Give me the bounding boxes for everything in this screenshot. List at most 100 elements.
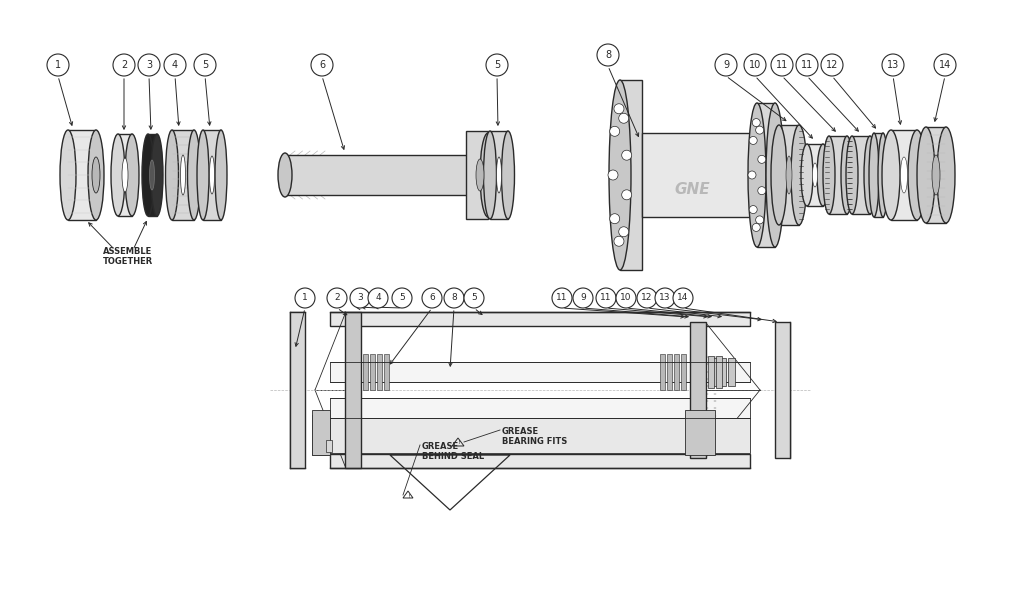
Circle shape xyxy=(622,150,632,160)
Ellipse shape xyxy=(180,155,185,195)
Bar xyxy=(312,410,330,455)
Ellipse shape xyxy=(150,160,155,190)
Bar xyxy=(660,354,665,390)
Circle shape xyxy=(934,54,956,76)
Text: GNE: GNE xyxy=(674,182,710,197)
Circle shape xyxy=(113,54,135,76)
Bar xyxy=(719,358,726,386)
Ellipse shape xyxy=(142,134,154,216)
Text: 3: 3 xyxy=(146,60,152,70)
Circle shape xyxy=(756,126,764,134)
Circle shape xyxy=(138,54,160,76)
Text: 5: 5 xyxy=(202,60,208,70)
Ellipse shape xyxy=(878,133,888,217)
Text: 1: 1 xyxy=(302,293,308,303)
Text: GREASE
BEARING FITS: GREASE BEARING FITS xyxy=(502,427,567,446)
Circle shape xyxy=(422,288,442,308)
Ellipse shape xyxy=(900,157,907,193)
Text: 4: 4 xyxy=(172,60,178,70)
Circle shape xyxy=(753,119,760,126)
Circle shape xyxy=(194,54,216,76)
Ellipse shape xyxy=(823,136,835,214)
Text: ASSEMBLE
TOGETHER: ASSEMBLE TOGETHER xyxy=(102,247,154,266)
Circle shape xyxy=(758,187,766,195)
Circle shape xyxy=(616,288,636,308)
Circle shape xyxy=(552,288,572,308)
Bar xyxy=(779,125,799,225)
Text: 9: 9 xyxy=(723,60,729,70)
Text: 11: 11 xyxy=(776,60,788,70)
Ellipse shape xyxy=(918,127,935,223)
Bar xyxy=(807,144,823,206)
Bar xyxy=(674,354,679,390)
Ellipse shape xyxy=(869,133,879,217)
Bar xyxy=(312,415,330,455)
Bar xyxy=(330,362,750,382)
Circle shape xyxy=(464,288,484,308)
Text: 11: 11 xyxy=(801,60,813,70)
Ellipse shape xyxy=(111,134,125,216)
Circle shape xyxy=(771,54,793,76)
Ellipse shape xyxy=(187,130,201,220)
Bar xyxy=(285,155,470,195)
Circle shape xyxy=(295,288,315,308)
Circle shape xyxy=(597,44,618,66)
Circle shape xyxy=(350,288,370,308)
Bar xyxy=(852,136,870,214)
Ellipse shape xyxy=(908,130,926,220)
Circle shape xyxy=(821,54,843,76)
Ellipse shape xyxy=(502,131,514,219)
Text: 10: 10 xyxy=(749,60,761,70)
Text: 5: 5 xyxy=(494,60,500,70)
Circle shape xyxy=(609,214,620,224)
Circle shape xyxy=(655,288,675,308)
Circle shape xyxy=(164,54,186,76)
Bar xyxy=(728,358,735,386)
Bar xyxy=(362,354,368,390)
Bar xyxy=(68,130,96,220)
Ellipse shape xyxy=(476,159,484,191)
Text: !: ! xyxy=(457,440,460,445)
Text: 5: 5 xyxy=(471,293,477,303)
Bar xyxy=(172,130,194,220)
Text: 12: 12 xyxy=(641,293,652,303)
Circle shape xyxy=(882,54,904,76)
Bar xyxy=(345,312,361,468)
Ellipse shape xyxy=(151,134,163,216)
Ellipse shape xyxy=(92,157,100,193)
Bar xyxy=(829,136,847,214)
Text: 11: 11 xyxy=(556,293,567,303)
Circle shape xyxy=(444,288,464,308)
Text: 8: 8 xyxy=(605,50,611,60)
Bar xyxy=(377,354,382,390)
Circle shape xyxy=(715,54,737,76)
Circle shape xyxy=(608,170,618,180)
Circle shape xyxy=(614,236,624,246)
Bar xyxy=(874,133,883,217)
Ellipse shape xyxy=(480,133,496,217)
Bar xyxy=(466,131,488,219)
Ellipse shape xyxy=(748,103,766,247)
Text: 11: 11 xyxy=(600,293,611,303)
Ellipse shape xyxy=(766,103,784,247)
Text: 6: 6 xyxy=(429,293,435,303)
Bar xyxy=(490,131,508,219)
Bar xyxy=(667,354,672,390)
Text: 12: 12 xyxy=(825,60,839,70)
Ellipse shape xyxy=(483,131,497,219)
Ellipse shape xyxy=(88,130,104,220)
Bar xyxy=(148,134,157,216)
Circle shape xyxy=(596,288,616,308)
Circle shape xyxy=(609,126,620,136)
Text: 13: 13 xyxy=(887,60,899,70)
Bar xyxy=(775,322,790,458)
Ellipse shape xyxy=(122,158,128,192)
Ellipse shape xyxy=(801,144,813,206)
Ellipse shape xyxy=(278,153,292,197)
Ellipse shape xyxy=(812,163,817,187)
Text: 2: 2 xyxy=(121,60,127,70)
Ellipse shape xyxy=(932,155,940,195)
Text: 13: 13 xyxy=(659,293,671,303)
Ellipse shape xyxy=(846,136,858,214)
Text: 14: 14 xyxy=(677,293,689,303)
